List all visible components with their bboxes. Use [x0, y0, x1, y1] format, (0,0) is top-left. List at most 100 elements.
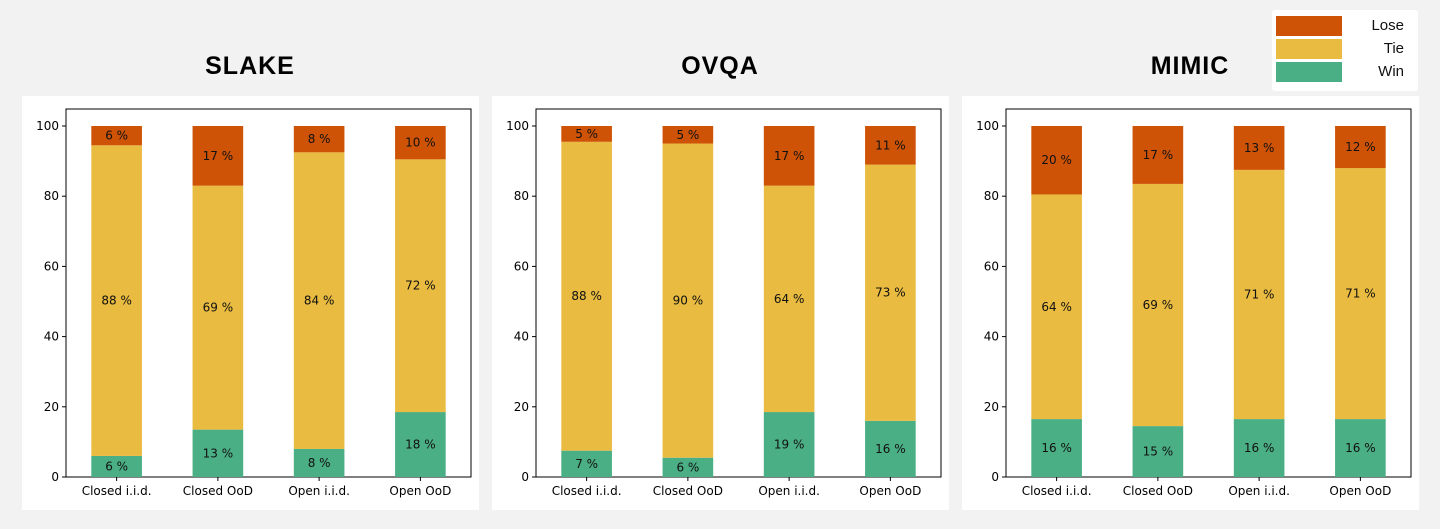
- data-label-win: 16 %: [1345, 441, 1376, 455]
- y-tick-label: 0: [991, 470, 999, 484]
- data-label-lose: 12 %: [1345, 140, 1376, 154]
- bar-segment-tie: [395, 159, 446, 413]
- data-label-tie: 71 %: [1244, 287, 1275, 301]
- data-label-tie: 73 %: [875, 286, 906, 300]
- data-label-tie: 72 %: [405, 279, 436, 293]
- data-label-win: 7 %: [575, 457, 598, 471]
- data-label-lose: 13 %: [1244, 141, 1275, 155]
- data-label-tie: 88 %: [101, 294, 132, 308]
- data-label-win: 16 %: [1041, 441, 1072, 455]
- bar-segment-lose: [561, 126, 612, 142]
- x-tick-label: Closed OoD: [1123, 484, 1193, 498]
- data-label-tie: 64 %: [774, 292, 805, 306]
- y-tick-label: 80: [984, 189, 999, 203]
- data-label-tie: 69 %: [203, 301, 234, 315]
- chart-panel-ovqa: 0 20 40 60 80 100 7 % 88 % 5 % Closed i.i.d. 6 % 90…: [492, 96, 949, 510]
- bar-segment-tie: [91, 145, 142, 456]
- legend-label-lose: Lose: [1371, 17, 1404, 34]
- bar-segment-tie: [763, 185, 815, 413]
- data-label-lose: 17 %: [1143, 148, 1174, 162]
- data-label-win: 15 %: [1143, 445, 1174, 459]
- bar-segment-tie: [192, 185, 244, 430]
- data-label-lose: 6 %: [105, 129, 128, 143]
- data-label-lose: 11 %: [875, 138, 906, 152]
- x-tick-label: Open OoD: [389, 484, 451, 498]
- data-label-win: 16 %: [1244, 441, 1275, 455]
- data-label-tie: 64 %: [1041, 300, 1072, 314]
- data-label-lose: 8 %: [308, 132, 331, 146]
- chart-title-slake: SLAKE: [205, 52, 295, 80]
- x-tick-label: Open OoD: [859, 484, 921, 498]
- x-tick-label: Open i.i.d.: [758, 484, 820, 498]
- x-tick-label: Open i.i.d.: [1228, 484, 1290, 498]
- bar-segment-lose: [1031, 126, 1082, 195]
- legend-label-tie: Tie: [1383, 40, 1404, 57]
- data-label-tie: 71 %: [1345, 287, 1376, 301]
- bar-segment-lose: [192, 126, 244, 186]
- bar-segment-win: [1233, 419, 1285, 477]
- chart-panel-mimic: 0 20 40 60 80 100 16 % 64 % 20 % Closed i.i.d. 15 …: [962, 96, 1419, 510]
- legend-swatch-tie: [1276, 39, 1342, 59]
- x-tick-label: Open OoD: [1329, 484, 1391, 498]
- legend-swatch-win: [1276, 62, 1342, 82]
- y-tick-label: 100: [36, 119, 59, 133]
- bar-segment-lose: [865, 126, 916, 165]
- data-label-win: 6 %: [105, 459, 128, 473]
- data-label-lose: 20 %: [1041, 153, 1072, 167]
- data-label-win: 13 %: [203, 446, 234, 460]
- data-label-lose: 17 %: [203, 149, 234, 163]
- plot-frame: [1005, 108, 1412, 478]
- bar-segment-win: [91, 455, 142, 477]
- legend-swatch-lose: [1276, 16, 1342, 36]
- stacked-bar-chart-slake: 0 20 40 60 80 100 6 % 88 % 6 % Closed i.i.d. 13 % 6…: [36, 108, 472, 498]
- stacked-bar-chart-mimic: 0 20 40 60 80 100 16 % 64 % 20 % Closed i.i.d. 15 …: [976, 108, 1412, 498]
- bar-segment-win: [293, 448, 345, 477]
- y-tick-label: 20: [984, 400, 999, 414]
- data-label-win: 8 %: [308, 456, 331, 470]
- data-label-win: 16 %: [875, 442, 906, 456]
- x-tick-label: Closed i.i.d.: [82, 484, 152, 498]
- data-label-lose: 17 %: [774, 149, 805, 163]
- data-label-lose: 5 %: [575, 127, 598, 141]
- bar-segment-win: [1031, 419, 1082, 477]
- x-tick-label: Closed OoD: [183, 484, 253, 498]
- plot-frame: [65, 108, 472, 478]
- bar-segment-lose: [293, 126, 345, 153]
- y-tick-label: 40: [984, 330, 999, 344]
- bar-segment-tie: [1233, 169, 1285, 420]
- bar-segment-win: [763, 412, 815, 477]
- bar-segment-lose: [662, 126, 714, 144]
- chart-title-mimic: MIMIC: [1150, 52, 1230, 80]
- y-tick-label: 100: [506, 119, 529, 133]
- y-tick-label: 60: [44, 259, 59, 273]
- bar-segment-tie: [662, 143, 714, 458]
- y-tick-label: 60: [984, 259, 999, 273]
- x-tick-label: Closed OoD: [653, 484, 723, 498]
- bar-segment-win: [395, 412, 446, 477]
- stacked-bar-chart-ovqa: 0 20 40 60 80 100 7 % 88 % 5 % Closed i.i.d. 6 % 90…: [506, 108, 942, 498]
- legend-item-lose: Lose: [1276, 16, 1414, 36]
- data-label-win: 19 %: [774, 438, 805, 452]
- bar-segment-tie: [1031, 194, 1082, 420]
- chart-title-ovqa: OVQA: [681, 52, 759, 80]
- plot-frame: [535, 108, 942, 478]
- bar-segment-tie: [561, 141, 612, 451]
- data-label-tie: 90 %: [673, 294, 704, 308]
- bar-segment-tie: [1335, 168, 1386, 420]
- bar-segment-win: [865, 420, 916, 477]
- y-tick-label: 40: [44, 330, 59, 344]
- y-tick-label: 80: [44, 189, 59, 203]
- data-label-win: 18 %: [405, 438, 436, 452]
- bar-segment-lose: [1233, 126, 1285, 170]
- y-tick-label: 80: [514, 189, 529, 203]
- y-tick-label: 20: [44, 400, 59, 414]
- bar-segment-win: [1335, 419, 1386, 477]
- x-tick-label: Open i.i.d.: [288, 484, 350, 498]
- data-label-tie: 69 %: [1143, 298, 1174, 312]
- data-label-tie: 88 %: [571, 289, 602, 303]
- bar-segment-win: [192, 429, 244, 477]
- legend-item-win: Win: [1276, 62, 1414, 82]
- data-label-win: 6 %: [676, 460, 699, 474]
- bar-segment-win: [561, 450, 612, 477]
- data-label-lose: 5 %: [676, 128, 699, 142]
